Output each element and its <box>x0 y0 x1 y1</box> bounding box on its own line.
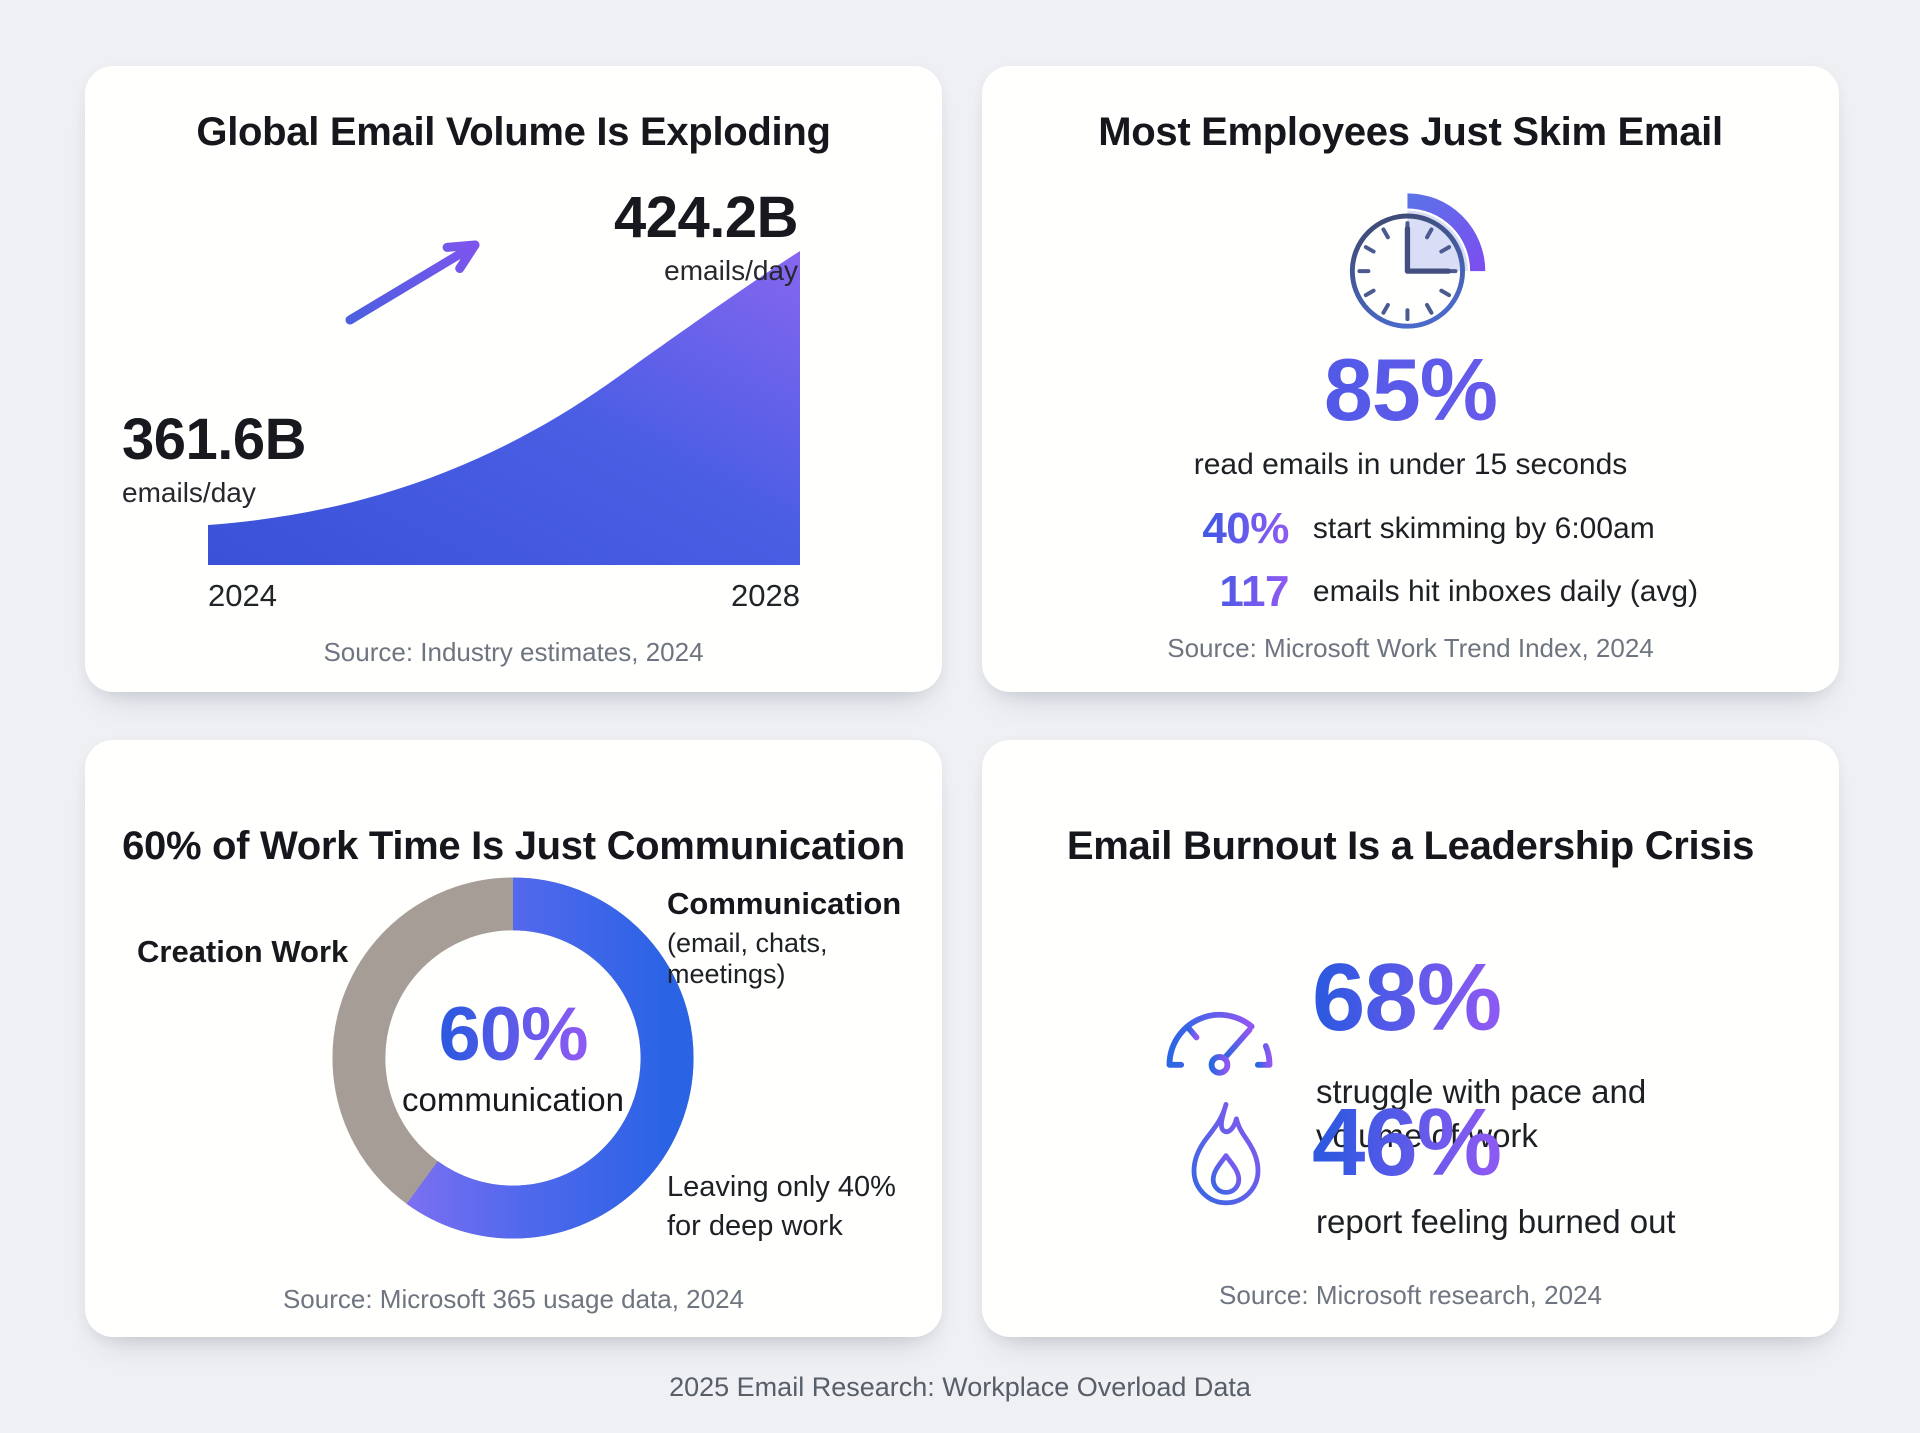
burnout-stat-value: 68% <box>1312 944 1502 1051</box>
label-creation-work: Creation Work <box>137 934 349 969</box>
burnout-stat-label: struggle with pace and volume of work <box>1316 1073 1647 1154</box>
card-title: Global Email Volume Is Exploding <box>196 110 831 154</box>
clock-icon <box>1349 193 1485 329</box>
stat-row: 40% start skimming by 6:00am <box>1179 504 1698 554</box>
start-unit: emails/day <box>122 477 256 508</box>
hero-stat-value: 85% <box>982 346 1839 434</box>
page-footer: 2025 Email Research: Workplace Overload … <box>669 1372 1251 1402</box>
donut-center-label: 60% communication <box>329 874 697 1242</box>
end-value-callout: 424.2B emails/day <box>613 184 799 287</box>
area-series <box>208 251 800 565</box>
clock-face <box>1349 213 1465 329</box>
secondary-stats: 40% start skimming by 6:00am 117 emails … <box>1179 504 1698 630</box>
card-email-burnout: Email Burnout Is a Leadership Crisis 68%… <box>982 740 1839 1337</box>
label-communication-title: Communication <box>667 886 902 921</box>
card-email-volume: Global Email Volume Is Exploding 42 <box>85 66 942 692</box>
card-communication-time: 60% of Work Time Is Just Communication 6… <box>85 740 942 1337</box>
donut-segment-communication <box>332 877 694 1239</box>
growth-arrow-icon <box>345 240 480 325</box>
source-note: Source: Microsoft Work Trend Index, 2024 <box>1167 633 1654 663</box>
x-tick-2024: 2024 <box>208 578 277 613</box>
donut-center-value: 60% <box>438 992 588 1077</box>
card-title: 60% of Work Time Is Just Communication <box>122 824 905 868</box>
card-skim-email: Most Employees Just Skim Email <box>982 66 1839 692</box>
quarter-hour-wedge <box>1406 210 1468 272</box>
stat-label: start skimming by 6:00am <box>1312 512 1655 545</box>
end-unit: emails/day <box>664 255 798 286</box>
start-value-callout: 361.6B emails/day <box>122 406 307 509</box>
card-title: Email Burnout Is a Leadership Crisis <box>1066 824 1755 868</box>
clock-hands <box>1404 225 1451 274</box>
burnout-stat-value: 46% <box>1312 1089 1502 1196</box>
source-note: Source: Industry estimates, 2024 <box>323 637 704 667</box>
label-deep-work-note: Leaving only 40% for deep work <box>667 1171 896 1243</box>
donut-center-caption: communication <box>402 1081 624 1118</box>
end-value: 424.2B <box>613 185 799 250</box>
stat-row: 117 emails hit inboxes daily (avg) <box>1179 567 1698 617</box>
source-note: Source: Microsoft 365 usage data, 2024 <box>282 1284 745 1314</box>
hero-stat-label: read emails in under 15 seconds <box>1193 448 1628 481</box>
start-value: 361.6B <box>122 407 307 472</box>
burnout-stat-label: report feeling burned out <box>1316 1203 1676 1240</box>
x-tick-2028: 2028 <box>731 578 800 613</box>
source-note: Source: Microsoft research, 2024 <box>1219 1280 1602 1310</box>
quarter-arc <box>1406 193 1485 272</box>
donut-chart-svg <box>332 877 694 1239</box>
stat-value: 40% <box>1179 504 1289 554</box>
flame-icon <box>1191 1102 1261 1206</box>
area-chart-svg <box>208 240 800 565</box>
stat-value: 117 <box>1179 567 1289 617</box>
label-communication: Communication (email, chats, meetings) <box>667 886 942 990</box>
label-communication-sub: (email, chats, meetings) <box>667 928 828 989</box>
card-title: Most Employees Just Skim Email <box>1098 110 1723 154</box>
donut-chart: 60% communication <box>329 874 697 1242</box>
x-axis-labels: 2024 2028 <box>208 578 800 614</box>
gauge-icon <box>1166 1011 1273 1076</box>
stat-label: emails hit inboxes daily (avg) <box>1312 575 1699 608</box>
clock-ticks <box>1356 221 1457 322</box>
